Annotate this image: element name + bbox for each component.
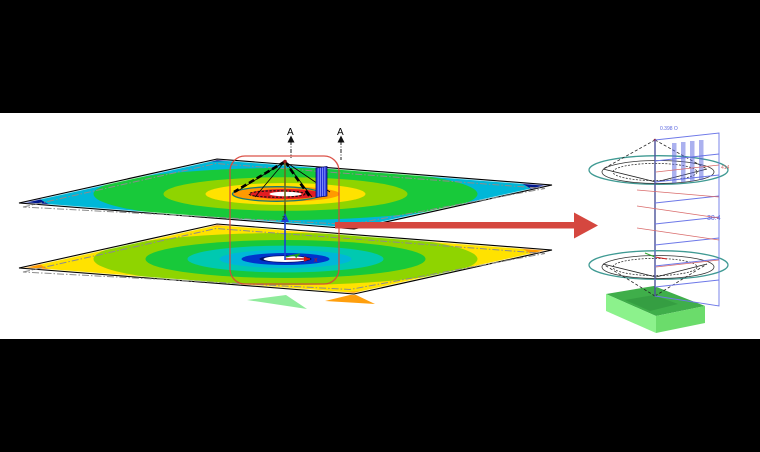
svg-text:A: A xyxy=(287,127,294,138)
svg-text:z: z xyxy=(282,215,286,222)
svg-text:x: x xyxy=(314,257,318,264)
svg-text:0.398 O: 0.398 O xyxy=(660,126,678,132)
svg-text:A: A xyxy=(337,127,344,138)
svg-text:414: 414 xyxy=(721,165,730,171)
svg-text:30.4: 30.4 xyxy=(707,215,721,222)
